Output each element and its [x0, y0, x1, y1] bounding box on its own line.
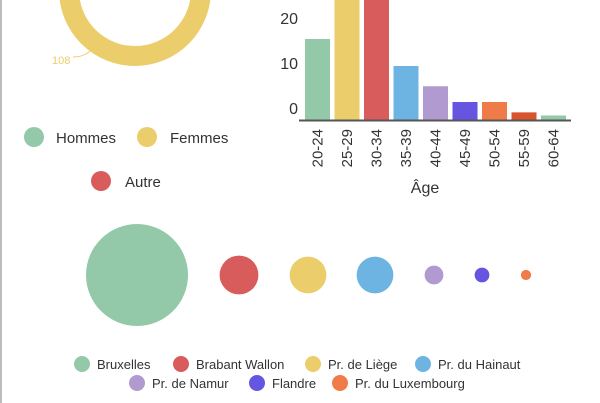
bar-20-24 — [305, 39, 330, 120]
bubble-brabant-wallon — [219, 255, 259, 295]
region-legend-swatch — [74, 356, 90, 372]
bar-60-64 — [541, 115, 566, 120]
donut-annotation-line — [72, 47, 94, 58]
x-tick-label: 40-44 — [428, 129, 445, 167]
x-tick-label: 30-34 — [369, 129, 386, 167]
legend-femmes-swatch — [137, 127, 157, 147]
bar-35-39 — [393, 66, 419, 120]
left-border — [0, 0, 2, 403]
region-legend-swatch — [332, 375, 348, 391]
x-axis-title: Âge — [411, 178, 440, 197]
legend-autre-label: Autre — [125, 174, 161, 191]
x-tick-label: 35-39 — [398, 129, 415, 167]
x-tick-label: 55-59 — [516, 129, 533, 167]
bubble-pr-du-hainaut — [356, 256, 394, 294]
region-bubble-chart — [86, 224, 532, 326]
region-legend-swatch — [249, 375, 265, 391]
bar-30-34 — [364, 0, 389, 120]
bar-40-44 — [423, 86, 448, 120]
region-legend-label: Pr. de Namur — [152, 376, 229, 391]
region-legend: Bruxelles Brabant Wallon Pr. de Liège Pr. d… — [74, 356, 521, 391]
region-legend-label: Flandre — [272, 376, 316, 391]
bubble-bruxelles — [86, 224, 188, 326]
legend-femmes-label: Femmes — [170, 130, 228, 147]
region-legend-label: Pr. de Liège — [328, 357, 397, 372]
x-tick-label: 60-64 — [546, 129, 563, 167]
bar-50-54 — [482, 102, 507, 120]
region-legend-label: Pr. du Luxembourg — [355, 376, 465, 391]
donut-ring-femmes — [59, 0, 211, 66]
y-tick-label: 10 — [280, 56, 298, 73]
region-legend-swatch — [305, 356, 321, 372]
gender-donut-chart: 108 — [52, 0, 211, 67]
bubble-pr-de-namur — [424, 265, 444, 285]
bubble-flandre — [474, 267, 490, 283]
y-tick-label: 0 — [289, 101, 298, 118]
x-tick-label: 50-54 — [487, 129, 504, 167]
region-legend-swatch — [129, 375, 145, 391]
legend-hommes-swatch — [24, 127, 44, 147]
gender-legend: Hommes Femmes Autre — [24, 127, 228, 191]
y-tick-label: 20 — [280, 11, 298, 28]
donut-annotation-label: 108 — [52, 55, 70, 67]
x-tick-label: 20-24 — [310, 129, 327, 167]
bubble-pr-du-luxembourg — [520, 269, 532, 281]
legend-hommes-label: Hommes — [56, 130, 116, 147]
x-tick-label: 25-29 — [339, 129, 356, 167]
bar-25-29 — [334, 0, 360, 120]
age-bar-chart: 0 10 20 20-24 25-29 30-34 35-39 40-44 45-49 50-54… — [280, 0, 571, 167]
region-legend-label: Pr. du Hainaut — [438, 357, 521, 372]
region-legend-swatch — [173, 356, 189, 372]
x-tick-label: 45-49 — [457, 129, 474, 167]
region-legend-label: Brabant Wallon — [196, 357, 284, 372]
bubble-pr-de-li-ge — [289, 256, 327, 294]
region-legend-label: Bruxelles — [97, 357, 151, 372]
region-legend-swatch — [415, 356, 431, 372]
bar-55-59 — [511, 112, 537, 120]
legend-autre-swatch — [91, 171, 111, 191]
bar-45-49 — [452, 102, 478, 120]
